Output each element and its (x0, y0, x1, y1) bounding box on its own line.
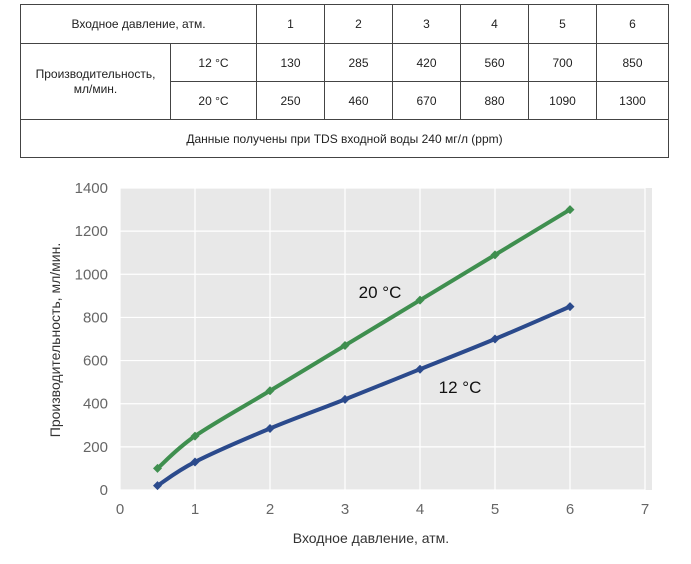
series-label: 20 °C (359, 283, 402, 302)
tds-note: Данные получены при TDS входной воды 240… (19, 119, 670, 158)
pressure-header-label: Входное давление, атм. (19, 4, 258, 44)
productivity-label-line2: мл/мин. (73, 81, 118, 96)
y-tick-label: 1000 (75, 266, 108, 283)
data-point (340, 340, 350, 350)
series-lines (153, 205, 575, 491)
x-tick-label: 3 (341, 501, 349, 518)
table-cell: 250 (256, 81, 326, 120)
x-tick-label: 5 (491, 501, 499, 518)
table-note-row: Данные получены при TDS входной воды 240… (19, 119, 670, 158)
table-cell: 285 (324, 43, 394, 82)
table-header-row: Входное давление, атм. 1 2 3 4 5 6 (19, 4, 670, 44)
y-tick-label: 400 (83, 396, 108, 413)
data-point (265, 424, 275, 434)
data-point (490, 250, 500, 260)
data-point (565, 205, 575, 215)
data-point (565, 302, 575, 312)
x-tick-label: 4 (416, 501, 424, 518)
productivity-row-label: Производительность, мл/мин. (20, 43, 171, 120)
table-cell: 460 (324, 81, 394, 120)
x-tick-label: 0 (116, 501, 124, 518)
productivity-label-line1: Производительность, (35, 66, 156, 81)
data-point (190, 431, 200, 441)
table-cell: 850 (596, 43, 670, 82)
series-labels: 20 °C 12 °C (359, 283, 482, 397)
series-label: 12 °C (439, 378, 482, 397)
spec-table: Входное давление, атм. 1 2 3 4 5 6 Произ… (19, 4, 670, 158)
data-point (153, 481, 162, 491)
table-cell: 130 (256, 43, 326, 82)
grid-lines (119, 187, 646, 491)
y-tick-label: 0 (100, 482, 108, 499)
axis-ticks: 0 1 2 3 4 5 6 7 0 200 400 600 800 1000 1200 1400 (75, 180, 650, 518)
plot-area (120, 188, 652, 490)
data-point (415, 295, 425, 305)
x-tick-label: 1 (191, 501, 199, 518)
data-point (490, 334, 500, 344)
pressure-value: 5 (528, 4, 598, 44)
table-cell: 880 (460, 81, 530, 120)
y-tick-label: 200 (83, 439, 108, 456)
y-tick-label: 800 (83, 309, 108, 326)
pressure-value: 2 (324, 4, 394, 44)
pressure-value: 1 (256, 4, 326, 44)
pressure-value: 3 (392, 4, 462, 44)
table-cell: 420 (392, 43, 462, 82)
table-row: 20 °C 250 460 670 880 1090 1300 (21, 81, 670, 120)
data-point (415, 364, 425, 374)
table-cell: 560 (460, 43, 530, 82)
temperature-label: 12 °C (169, 43, 258, 82)
table-cell: 670 (392, 81, 462, 120)
temperature-label: 20 °C (169, 81, 258, 120)
x-tick-label: 6 (566, 501, 574, 518)
table-cell: 700 (528, 43, 598, 82)
table-cell: 1300 (596, 81, 670, 120)
y-tick-label: 600 (83, 353, 108, 370)
x-tick-label: 2 (266, 501, 274, 518)
pressure-value: 4 (460, 4, 530, 44)
x-axis-label: Входное давление, атм. (293, 530, 449, 546)
data-point (265, 386, 275, 396)
table-cell: 1090 (528, 81, 598, 120)
y-tick-label: 1200 (75, 223, 108, 240)
y-tick-label: 1400 (75, 180, 108, 197)
data-point (153, 463, 162, 473)
table-row: Производительность, мл/мин. 12 °C 130 28… (20, 43, 670, 120)
data-point (190, 457, 200, 467)
productivity-chart: 0 1 2 3 4 5 6 7 0 200 400 600 800 1000 1200 1400 20 °C 1… (47, 180, 652, 546)
pressure-value: 6 (596, 4, 670, 44)
x-tick-label: 7 (641, 501, 649, 518)
y-axis-label: Производительность, мл/мин. (47, 243, 63, 437)
data-point (340, 394, 350, 404)
